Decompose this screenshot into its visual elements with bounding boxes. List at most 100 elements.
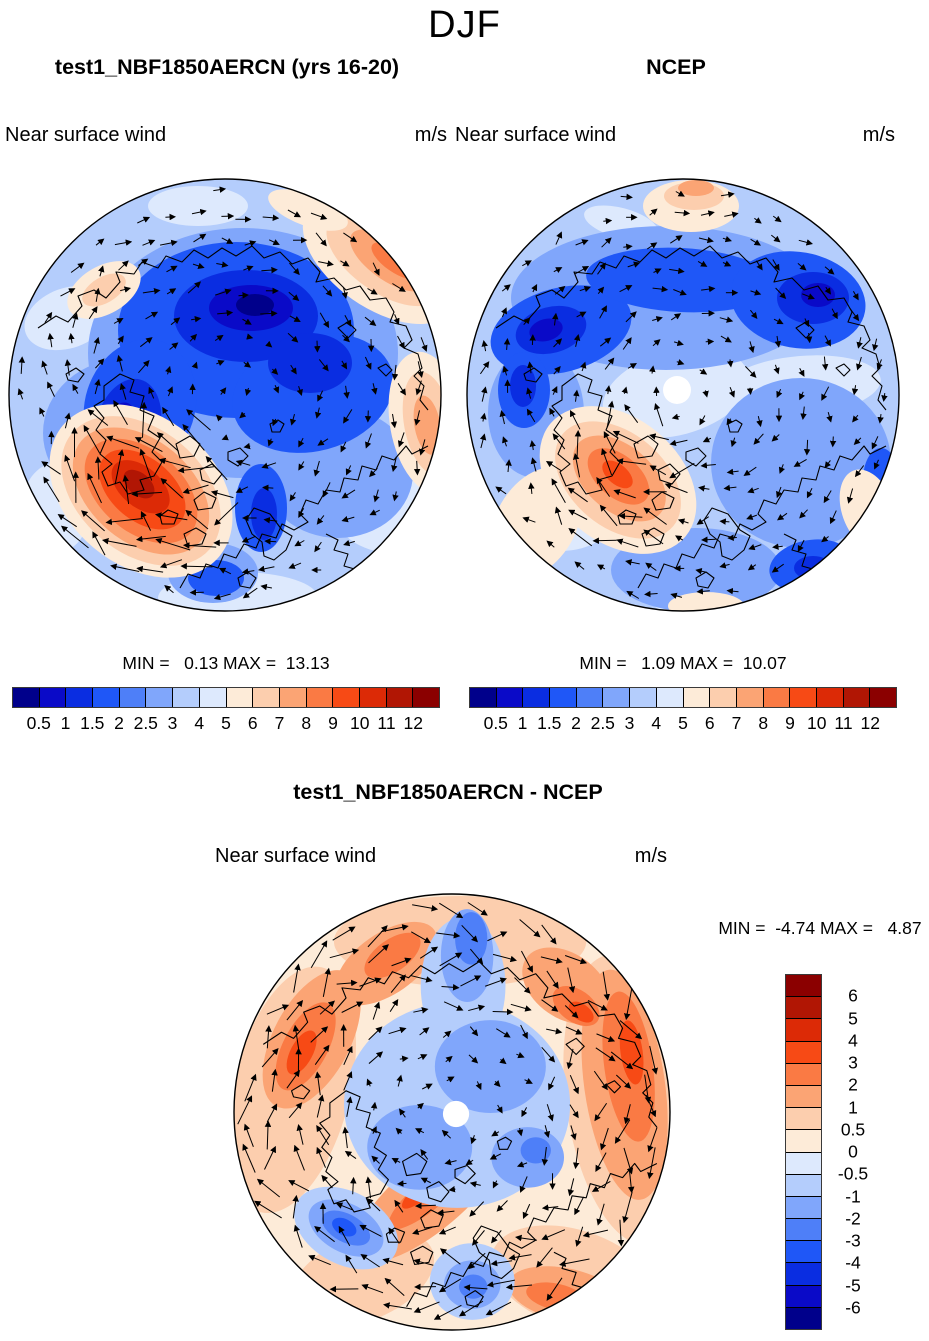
- colorbar-cell: [93, 688, 120, 707]
- contour-fill-layer-model: [9, 179, 441, 611]
- colorbar-cell: [630, 688, 657, 707]
- colorbar-cells-model: [12, 687, 440, 708]
- colorbar-tick-label: 3: [624, 713, 635, 733]
- colorbar-cell: [470, 688, 497, 707]
- wind-vectors-layer-obs: [479, 190, 888, 599]
- pole-data-void-obs: [663, 376, 691, 404]
- colorbar-tick-label: 1: [848, 1097, 858, 1117]
- colorbar-tick-label: 8: [758, 713, 769, 733]
- colorbar-tick-label: 7: [731, 713, 742, 733]
- colorbar-cell: [786, 1196, 821, 1220]
- field-label-row-obs: Near surface wind m/s: [455, 124, 895, 147]
- colorbar-cell: [710, 688, 737, 707]
- colorbar-cell: [603, 688, 631, 707]
- panel-title-model: test1_NBF1850AERCN (yrs 16-20): [54, 55, 400, 79]
- colorbar-cell: [786, 1108, 821, 1131]
- map-border-obs: [466, 178, 900, 612]
- field-label-row-diff: Near surface wind m/s: [215, 845, 667, 868]
- colorbar-tick-label: -2: [845, 1208, 861, 1229]
- colorbar-cell: [786, 1307, 821, 1329]
- colorbar-tick-label: 12: [403, 713, 423, 733]
- colorbar-tick-label: 0.5: [840, 1119, 866, 1140]
- colorbar-cell: [790, 688, 817, 707]
- colorbar-tick-label: -6: [845, 1297, 861, 1318]
- colorbar-tick-label: 4: [848, 1030, 858, 1051]
- colorbar-tick-label: 10: [350, 713, 370, 733]
- colorbar-tick-label: 0: [848, 1141, 858, 1162]
- colorbar-tick-label: 6: [704, 713, 715, 733]
- field-label-model: Near surface wind: [5, 124, 167, 146]
- colorbar-cell: [333, 688, 360, 707]
- colorbar-tick-label: 1.5: [80, 713, 105, 733]
- colorbar-cell: [763, 688, 791, 707]
- colorbar-cell: [786, 1241, 821, 1264]
- colorbar-tick-label: 9: [785, 713, 795, 733]
- figure-title: DJF: [428, 4, 501, 46]
- colorbar-cell: [786, 997, 821, 1020]
- colorbar-tick-label: 5: [848, 1008, 858, 1028]
- colorbar-cell: [279, 688, 307, 707]
- colorbar-tick-label: 2: [571, 713, 581, 733]
- field-label-diff: Near surface wind: [215, 845, 377, 867]
- colorbar-tick-label: -5: [845, 1275, 861, 1295]
- colorbar-cell: [786, 1041, 821, 1064]
- panel-title-diff: test1_NBF1850AERCN - NCEP: [293, 780, 603, 804]
- colorbar-tick-label: 1: [60, 713, 71, 733]
- colorbar-tick-label: 8: [301, 713, 312, 733]
- colorbar-tick-label: 0.5: [26, 713, 51, 733]
- wind-vectors-layer-model: [17, 186, 428, 601]
- colorbar-cell: [786, 1263, 821, 1286]
- colorbar-cell: [550, 688, 577, 707]
- field-label-obs: Near surface wind: [455, 124, 617, 146]
- minmax-diff: MIN = -4.74 MAX = 4.87: [718, 918, 922, 938]
- colorbar-tick-label: 7: [274, 713, 285, 733]
- colorbar-tick-label: 11: [834, 713, 853, 733]
- colorbar-cell: [786, 1085, 821, 1109]
- colorbar-cell: [576, 688, 604, 707]
- colorbar-diff: 6 5 4 3 2 1 0.5 0 -0.5 -1 -2 -3 -4 -5 -6: [785, 974, 895, 1330]
- colorbar-cell: [173, 688, 200, 707]
- colorbar-tick-label: -1: [845, 1186, 861, 1206]
- map-obs: [466, 178, 900, 612]
- colorbar-cell: [786, 1152, 821, 1175]
- colorbar-cell: [496, 688, 524, 707]
- units-label-model: m/s: [414, 124, 447, 146]
- colorbar-tick-label: 5: [678, 713, 688, 733]
- colorbar-tick-label: 3: [167, 713, 178, 733]
- colorbar-cell: [413, 688, 439, 707]
- colorbar-cell: [13, 688, 40, 707]
- colorbar-cell: [786, 1019, 821, 1042]
- colorbar-tick-label: 9: [328, 713, 338, 733]
- colorbar-cell: [146, 688, 174, 707]
- colorbar-tick-label: 6: [247, 713, 258, 733]
- colorbar-cell: [656, 688, 684, 707]
- colorbar-cell: [843, 688, 871, 707]
- colorbar-cell: [39, 688, 67, 707]
- colorbar-cell: [786, 1174, 821, 1197]
- units-label-diff: m/s: [634, 845, 667, 867]
- colorbar-ticks-diff: 6 5 4 3 2 1 0.5 0 -0.5 -1 -2 -3 -4 -5 -6: [785, 974, 895, 1330]
- colorbar-tick-label: 4: [651, 713, 662, 733]
- pole-data-void-diff: [442, 1100, 470, 1128]
- colorbar-cell: [253, 688, 280, 707]
- colorbar-cell: [306, 688, 334, 707]
- map-model: [8, 178, 442, 612]
- colorbar-tick-label: 2.5: [590, 713, 615, 733]
- colorbar-tick-label: 1.5: [537, 713, 562, 733]
- colorbar-tick-label: 5: [221, 713, 231, 733]
- colorbar-cell: [870, 688, 896, 707]
- minmax-model: MIN = 0.13 MAX = 13.13: [122, 653, 330, 673]
- colorbar-cells-diff: [785, 974, 822, 1330]
- panel-title-obs: NCEP: [646, 55, 706, 79]
- colorbar-tick-label: -0.5: [837, 1163, 869, 1184]
- colorbar-tick-label: 4: [194, 713, 205, 733]
- colorbar-cell: [786, 1063, 821, 1086]
- map-border-model: [8, 178, 442, 612]
- colorbar-tick-label: 2: [848, 1074, 858, 1095]
- colorbar-cell: [816, 688, 844, 707]
- colorbar-ticks-obs: 0.5 1 1.5 2 2.5 3 4 5 6 7 8 9 10 11 12: [469, 687, 897, 733]
- colorbar-tick-label: 0.5: [483, 713, 508, 733]
- colorbar-tick-label: 3: [848, 1052, 858, 1073]
- colorbar-cell: [786, 1130, 821, 1153]
- colorbar-tick-label: -4: [845, 1252, 861, 1273]
